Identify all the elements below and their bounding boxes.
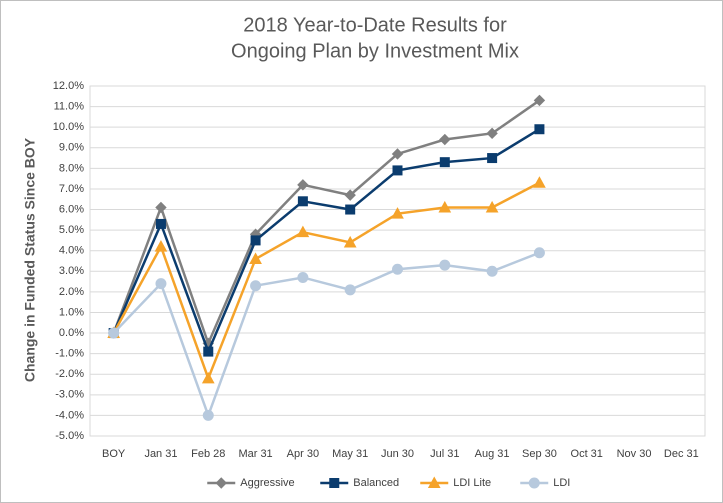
x-tick-label: BOY [102, 448, 126, 460]
data-point [438, 200, 452, 213]
x-tick-label: Mar 31 [238, 448, 272, 460]
data-point [391, 207, 404, 219]
data-point [344, 284, 356, 296]
data-point [297, 271, 309, 283]
data-point [108, 327, 120, 339]
y-tick-label: 4.0% [59, 245, 84, 257]
legend-marker [329, 478, 340, 488]
legend-marker [215, 477, 227, 489]
x-tick-label: Aug 31 [475, 448, 510, 460]
x-tick-label: Nov 30 [617, 448, 652, 460]
data-point [297, 196, 308, 207]
data-point [391, 148, 404, 160]
data-point [297, 179, 309, 191]
series-line [112, 251, 540, 420]
data-point [392, 165, 403, 176]
y-tick-label: 12.0% [53, 80, 84, 92]
data-point [533, 94, 546, 107]
data-point [155, 278, 167, 290]
data-point [249, 252, 262, 264]
data-point [392, 263, 403, 275]
data-point [485, 200, 499, 213]
series-line [112, 181, 541, 382]
data-point [155, 218, 166, 229]
y-tick-label: -2.0% [55, 368, 84, 380]
data-point [250, 280, 262, 292]
data-point [250, 235, 261, 246]
x-tick-label: Feb 28 [191, 448, 225, 460]
x-tick-label: Jul 31 [430, 448, 459, 460]
y-tick-label: 3.0% [59, 265, 84, 277]
x-tick-label: Oct 31 [571, 448, 603, 460]
data-point [202, 409, 214, 421]
data-point [533, 176, 546, 188]
x-tick-label: May 31 [332, 448, 368, 460]
y-tick-label: -4.0% [55, 409, 84, 421]
legend-label: Balanced [353, 477, 399, 489]
y-tick-label: 1.0% [59, 306, 84, 318]
chart-title: Ongoing Plan by Investment Mix [231, 40, 519, 62]
data-point [487, 153, 498, 164]
legend-label: LDI [553, 477, 570, 489]
y-tick-label: -1.0% [55, 348, 84, 360]
y-tick-label: -5.0% [55, 430, 84, 442]
x-tick-label: Jan 31 [144, 448, 177, 460]
legend-label: LDI Lite [453, 477, 491, 489]
data-point [486, 127, 498, 140]
y-tick-label: 7.0% [59, 183, 84, 195]
y-tick-label: 8.0% [59, 162, 84, 174]
y-tick-label: 11.0% [54, 100, 85, 112]
data-point [533, 247, 545, 259]
y-tick-label: 5.0% [59, 224, 84, 236]
y-tick-label: 10.0% [53, 121, 84, 133]
data-point [439, 157, 450, 168]
data-point [534, 124, 545, 135]
data-point [154, 240, 168, 252]
data-point [345, 204, 356, 215]
data-point [344, 189, 356, 201]
x-tick-label: Jun 30 [381, 448, 414, 460]
data-point [201, 371, 215, 384]
x-tick-label: Sep 30 [522, 448, 557, 460]
legend-label: Aggressive [240, 477, 294, 489]
y-axis-label: Change in Funded Status Since BOY [22, 137, 38, 382]
series-line [112, 99, 541, 347]
plot-border [89, 85, 706, 437]
y-tick-label: 2.0% [59, 286, 84, 298]
y-tick-label: -3.0% [55, 389, 84, 401]
y-tick-label: 9.0% [59, 142, 84, 154]
data-point [343, 235, 357, 248]
data-point [439, 133, 451, 146]
data-point [296, 225, 310, 238]
data-point [155, 201, 167, 214]
data-point [203, 346, 214, 357]
y-tick-label: 6.0% [59, 203, 84, 215]
legend-marker [427, 476, 441, 488]
chart-title: 2018 Year-to-Date Results for [243, 14, 507, 36]
y-tick-label: 0.0% [59, 327, 84, 339]
legend-marker [528, 477, 540, 489]
x-tick-label: Apr 30 [287, 448, 319, 460]
data-point [486, 265, 498, 277]
series-line [112, 128, 541, 355]
x-tick-label: Dec 31 [664, 448, 699, 460]
data-point [439, 259, 451, 271]
